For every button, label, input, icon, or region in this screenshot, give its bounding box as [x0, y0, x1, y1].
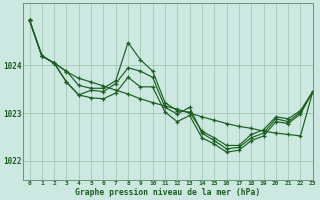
X-axis label: Graphe pression niveau de la mer (hPa): Graphe pression niveau de la mer (hPa) [76, 188, 261, 197]
